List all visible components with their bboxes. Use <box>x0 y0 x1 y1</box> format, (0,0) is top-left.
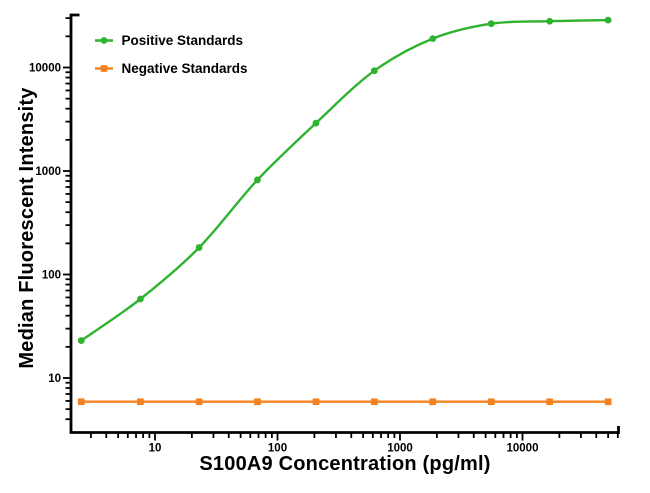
legend-label-negative: Negative Standards <box>122 61 248 76</box>
data-point-circle-marker-icon <box>312 119 320 127</box>
data-point-square-marker-icon <box>546 398 554 406</box>
series-line <box>80 18 610 342</box>
data-point-square-marker-icon <box>487 398 495 406</box>
data-point-circle-marker-icon <box>546 17 554 25</box>
legend: Positive Standards Negative Standards <box>95 33 248 76</box>
data-point-square-marker-icon <box>312 398 320 406</box>
data-point-circle-marker-icon <box>195 244 203 251</box>
data-point-circle-marker-icon <box>487 20 495 28</box>
legend-label-positive: Positive Standards <box>122 33 244 48</box>
x-tick-label: 10 <box>149 443 162 455</box>
legend-item-positive-standards: Positive Standards <box>95 33 243 48</box>
y-tick-label: 1000 <box>35 166 61 178</box>
x-tick-label: 10000 <box>507 443 539 455</box>
y-tick-label: 10000 <box>29 63 61 75</box>
data-series-layer <box>77 16 612 406</box>
data-point-square-marker-icon <box>136 398 144 406</box>
series-positive-standards <box>77 16 612 344</box>
data-point-square-marker-icon <box>429 398 437 406</box>
data-point-square-marker-icon <box>254 398 261 406</box>
y-axis-title: Median Fluorescent Intensity <box>16 87 38 369</box>
data-point-square-marker-icon <box>370 398 378 406</box>
data-point-circle-marker-icon <box>370 67 378 75</box>
data-point-circle-marker-icon <box>254 176 261 184</box>
data-point-square-marker-icon <box>77 398 85 406</box>
axis-spines-layer <box>69 13 620 434</box>
data-point-circle-marker-icon <box>604 16 612 24</box>
data-point-circle-marker-icon <box>429 35 437 43</box>
positive-series-circle-marker-icon <box>100 37 108 44</box>
x-tick-label: 100 <box>268 443 287 455</box>
data-point-square-marker-icon <box>604 398 612 406</box>
data-point-circle-marker-icon <box>77 337 85 344</box>
axis-ticks-layer: 10 100 1000 10000 10 100 1000 10000 <box>29 17 619 455</box>
legend-item-negative-standards: Negative Standards <box>95 61 248 76</box>
series-negative-standards <box>77 398 612 406</box>
x-axis-title: S100A9 Concentration (pg/ml) <box>199 453 490 475</box>
negative-series-square-marker-icon <box>100 65 108 72</box>
x-tick-label: 1000 <box>387 443 413 455</box>
y-tick-label: 10 <box>48 373 61 385</box>
data-point-circle-marker-icon <box>136 295 144 303</box>
data-point-square-marker-icon <box>195 398 203 406</box>
axis-spines <box>69 13 620 434</box>
y-tick-label: 100 <box>42 270 61 282</box>
